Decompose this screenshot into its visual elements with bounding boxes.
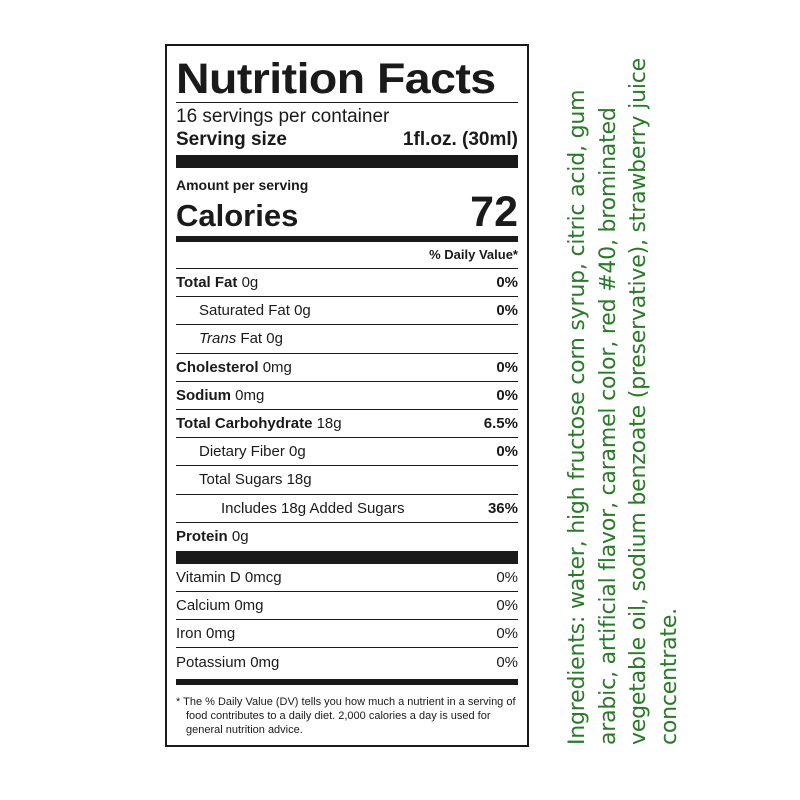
nutrient-name: Total Sugars	[199, 471, 283, 489]
vitamin-row-vitamin-d: Vitamin D 0mcg 0%	[176, 564, 518, 591]
nutrient-name: Includes 18g Added Sugars	[221, 499, 405, 517]
medium-divider	[176, 236, 518, 242]
nutrient-amount: 0g	[294, 302, 311, 320]
nutrient-dv: 0%	[496, 274, 518, 292]
vitamin-dv: 0%	[496, 653, 518, 671]
vitamin-row-calcium: Calcium 0mg 0%	[176, 591, 518, 619]
nutrient-row-cholesterol: Cholesterol 0mg 0%	[176, 352, 518, 381]
ingredients-list: Ingredients: water, high fructose corn s…	[565, 58, 682, 745]
nutrient-name: Saturated Fat	[199, 302, 290, 320]
amount-per-serving: Amount per serving	[176, 177, 309, 193]
nutrient-name: Cholesterol	[176, 358, 259, 376]
nutrient-row-trans-fat: Trans Fat 0g	[176, 324, 518, 352]
divider	[176, 102, 518, 103]
nutrient-row-added-sugars: Includes 18g Added Sugars 36%	[176, 493, 518, 522]
thick-divider	[176, 550, 518, 564]
nutrition-title: Nutrition Facts	[176, 55, 496, 103]
nutrient-row-protein: Protein 0g	[176, 521, 518, 550]
nutrient-dv: 0%	[496, 302, 518, 320]
nutrient-name: Total Carbohydrate	[176, 415, 313, 433]
serving-size-row: Serving size 1fl.oz. (30ml)	[176, 128, 518, 152]
serving-size-value: 1fl.oz. (30ml)	[402, 129, 518, 150]
vitamin-dv: 0%	[496, 597, 518, 615]
nutrient-name: Protein	[176, 527, 228, 545]
nutrient-amount: 18g	[286, 471, 312, 489]
nutrient-amount: 18g	[316, 415, 342, 433]
nutrient-row-sodium: Sodium 0mg 0%	[176, 380, 518, 409]
vitamin-row-iron: Iron 0mg 0%	[176, 619, 518, 647]
nutrient-dv: 0%	[496, 443, 518, 461]
calories-value: 72	[470, 188, 518, 236]
nutrient-name: Dietary Fiber	[199, 443, 285, 461]
vitamin-dv: 0%	[496, 625, 518, 643]
thick-divider	[176, 155, 518, 168]
calories-row: Calories 72	[176, 188, 518, 236]
nutrient-amount: 0g	[289, 443, 306, 461]
nutrient-name: Sodium	[176, 386, 231, 404]
daily-value-footnote: * The % Daily Value (DV) tells you how m…	[176, 695, 516, 736]
nutrient-amount: 0g	[231, 527, 249, 545]
vitamin-label: Potassium 0mg	[176, 653, 280, 671]
nutrient-name-rest: Fat	[240, 330, 263, 348]
nutrient-dv: 0%	[496, 358, 518, 376]
medium-divider	[176, 678, 518, 685]
nutrient-name: Trans	[199, 330, 237, 348]
servings-per-container: 16 servings per container	[176, 106, 390, 127]
vitamin-label: Vitamin D 0mcg	[176, 568, 282, 586]
calories-label: Calories	[176, 198, 299, 233]
nutrient-row-total-fat: Total Fat 0g 0%	[176, 268, 518, 296]
nutrition-facts-label: Nutrition Facts 16 servings per containe…	[165, 44, 529, 747]
nutrient-amount: 0mg	[235, 386, 265, 404]
nutrient-name: Total Fat	[176, 274, 238, 292]
nutrient-row-dietary-fiber: Dietary Fiber 0g 0%	[176, 437, 518, 465]
daily-value-header: % Daily Value*	[429, 247, 518, 262]
nutrient-dv: 36%	[487, 499, 518, 517]
nutrient-dv: 6.5%	[483, 415, 518, 433]
nutrient-row-saturated-fat: Saturated Fat 0g 0%	[176, 296, 518, 324]
nutrient-row-total-carbohydrate: Total Carbohydrate 18g 6.5%	[176, 408, 518, 437]
nutrient-dv: 0%	[496, 386, 518, 404]
nutrient-amount: 0mg	[262, 358, 292, 376]
vitamin-row-potassium: Potassium 0mg 0%	[176, 647, 518, 675]
nutrient-amount: 0g	[241, 274, 259, 292]
vitamin-dv: 0%	[496, 568, 518, 586]
serving-size-label: Serving size	[176, 129, 287, 150]
vitamin-label: Iron 0mg	[176, 625, 236, 643]
nutrient-row-total-sugars: Total Sugars 18g	[176, 465, 518, 493]
nutrient-amount: 0g	[266, 330, 283, 348]
vitamin-label: Calcium 0mg	[176, 597, 264, 615]
